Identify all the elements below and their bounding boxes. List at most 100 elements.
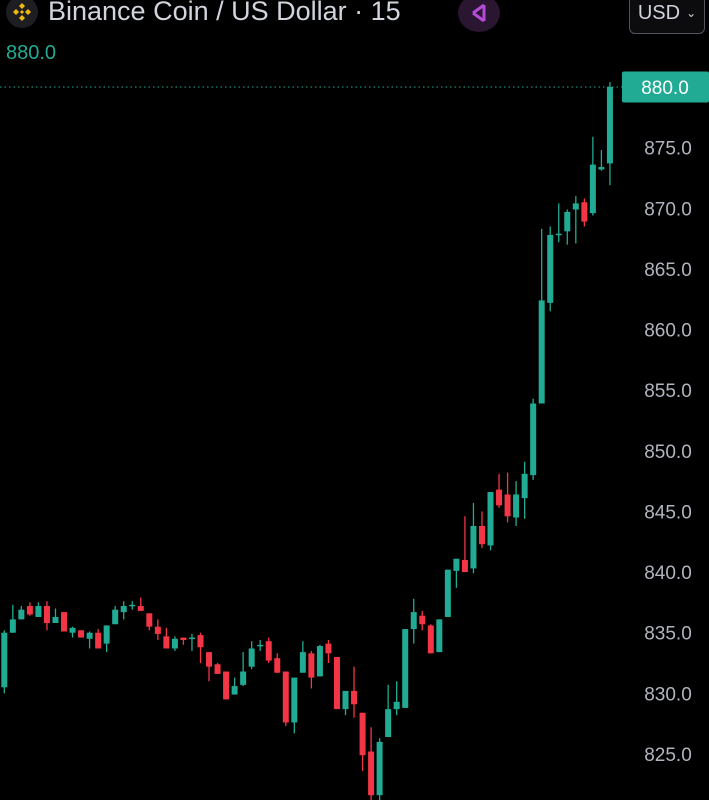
symbol-title[interactable]: Binance Coin / US Dollar · 15 (48, 0, 401, 26)
candle-body (248, 648, 255, 667)
candle (402, 629, 409, 708)
candle (86, 631, 93, 649)
price-tick-label: 835.0 (644, 624, 692, 645)
candle-body (496, 489, 503, 506)
last-price: 880.0 (6, 42, 57, 64)
candle (547, 226, 554, 312)
candle-body (470, 525, 477, 569)
candle-body (129, 604, 136, 607)
candle-body (427, 625, 434, 654)
candle-body (555, 233, 562, 236)
candle (120, 601, 127, 620)
candle-body (26, 606, 33, 615)
candle (521, 461, 528, 519)
currency-dropdown[interactable]: USD ⌄ (629, 0, 705, 34)
candle-body (86, 632, 93, 639)
candle (461, 516, 468, 573)
candle (359, 712, 366, 771)
candle-body (547, 234, 554, 303)
candle-body (163, 636, 170, 649)
candle (61, 612, 68, 632)
candle-body (274, 658, 281, 673)
currency-label: USD (637, 1, 681, 24)
candle (206, 652, 213, 682)
candle (282, 671, 289, 727)
candle (333, 656, 340, 710)
candle-body (231, 686, 238, 695)
candle (52, 608, 59, 624)
candle-body (325, 643, 332, 654)
candle (436, 619, 443, 653)
candle (171, 636, 178, 651)
candle-body (444, 569, 451, 617)
candle (393, 681, 400, 716)
candle (572, 196, 579, 244)
chevron-down-icon: ⌄ (686, 6, 697, 20)
candle-body (265, 641, 272, 661)
candle (316, 644, 323, 677)
candle (154, 619, 161, 640)
candle (35, 602, 42, 617)
chart-header: Binance Coin / US Dollar · 15 USD ⌄ 880.… (0, 0, 709, 70)
candle-body (299, 652, 306, 673)
candle-body (333, 656, 340, 710)
candle-body (188, 637, 195, 640)
candle-body (606, 87, 613, 164)
price-tick-label: 875.0 (644, 139, 692, 160)
candle (589, 136, 596, 216)
candle-body (206, 652, 213, 667)
candle-body (154, 626, 161, 634)
candle-body (316, 646, 323, 677)
candle (385, 684, 392, 738)
candle (197, 632, 204, 664)
candle (453, 558, 460, 588)
candle-body (146, 613, 153, 627)
candle-body (521, 473, 528, 499)
candle-body (419, 615, 426, 625)
candle (342, 690, 349, 716)
candle (487, 492, 494, 551)
candle-body (581, 202, 588, 222)
candle (555, 203, 562, 243)
candle-body (368, 751, 375, 796)
candle (538, 228, 545, 404)
price-axis[interactable]: 825.0 830.0 835.0 840.0 845.0 850.0 855.0 860.0… (644, 139, 692, 766)
candle-body (351, 690, 358, 705)
candle-body (453, 558, 460, 571)
price-tick-label: 870.0 (644, 199, 692, 220)
last-price-label: 880.0 (622, 71, 709, 103)
candle-body (240, 671, 247, 685)
candle (581, 198, 588, 227)
candle-body (112, 609, 119, 625)
candle (606, 82, 613, 186)
candle (470, 502, 477, 574)
candle (598, 150, 605, 171)
candle (513, 481, 520, 526)
candle-body (504, 494, 511, 517)
candle-body (589, 164, 596, 214)
candle-body (103, 625, 110, 644)
candle-body (18, 609, 25, 620)
svg-text:880.0: 880.0 (641, 78, 689, 99)
candle (444, 569, 451, 617)
candle (78, 630, 85, 638)
candle (163, 627, 170, 649)
candle-body (410, 612, 417, 630)
candle (496, 473, 503, 508)
candle-body (257, 644, 264, 647)
candle (137, 597, 144, 611)
candle-body (564, 211, 571, 232)
candle-body (171, 638, 178, 649)
candle-body (214, 664, 221, 674)
share-icon[interactable] (458, 0, 500, 32)
candle-body (393, 701, 400, 710)
candle-body (291, 677, 298, 723)
price-tick-label: 840.0 (644, 563, 692, 584)
candle (69, 626, 76, 638)
candle-body (376, 741, 383, 796)
candle-body (120, 606, 127, 613)
price-tick-label: 850.0 (644, 442, 692, 463)
candle-body (52, 616, 59, 624)
candle-body (69, 627, 76, 633)
